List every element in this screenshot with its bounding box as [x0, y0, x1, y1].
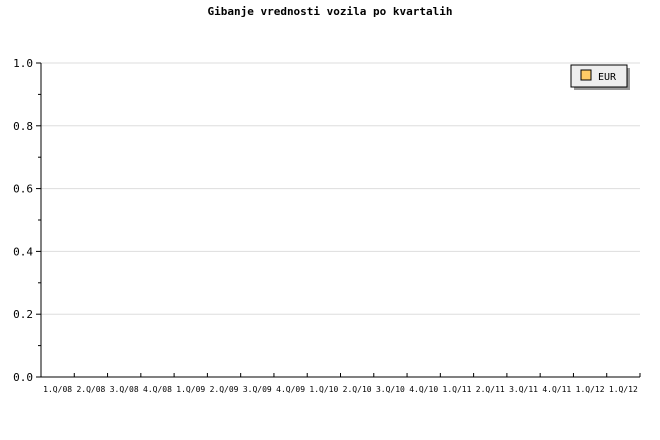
y-tick-label: 0.6 — [13, 183, 33, 196]
y-tick-label: 0.2 — [13, 308, 33, 321]
x-tick-label: 1.Q/09 — [176, 385, 205, 394]
legend-swatch-eur — [580, 69, 592, 81]
x-tick-label: 2.Q/10 — [343, 385, 372, 394]
x-tick-label: 1.Q/11 — [443, 385, 472, 394]
x-tick-label: 3.Q/10 — [376, 385, 405, 394]
y-tick-label: 0.0 — [13, 371, 33, 384]
x-tick-label: 3.Q/11 — [509, 385, 538, 394]
x-tick-label: 4.Q/10 — [409, 385, 438, 394]
x-tick-label: 3.Q/08 — [110, 385, 139, 394]
x-tick-label: 4.Q/08 — [143, 385, 172, 394]
y-tick-label: 1.0 — [13, 57, 33, 70]
legend-label-eur: EUR — [598, 72, 617, 83]
x-tick-label: 1.Q/12 — [576, 385, 605, 394]
y-tick-label: 0.4 — [13, 245, 33, 258]
x-tick-label: 4.Q/11 — [542, 385, 571, 394]
x-tick-label: 2.Q/09 — [210, 385, 239, 394]
x-tick-label: 4.Q/09 — [276, 385, 305, 394]
x-tick-label: 2.Q/11 — [476, 385, 505, 394]
x-tick-label: 1.Q/12 — [609, 385, 638, 394]
x-tick-label: 3.Q/09 — [243, 385, 272, 394]
x-tick-label: 2.Q/08 — [76, 385, 105, 394]
x-tick-label: 1.Q/10 — [309, 385, 338, 394]
legend: EUR — [570, 64, 630, 90]
x-tick-label: 1.Q/08 — [43, 385, 72, 394]
chart-title: Gibanje vrednosti vozila po kvartalih — [207, 5, 452, 18]
y-tick-label: 0.8 — [13, 120, 33, 133]
